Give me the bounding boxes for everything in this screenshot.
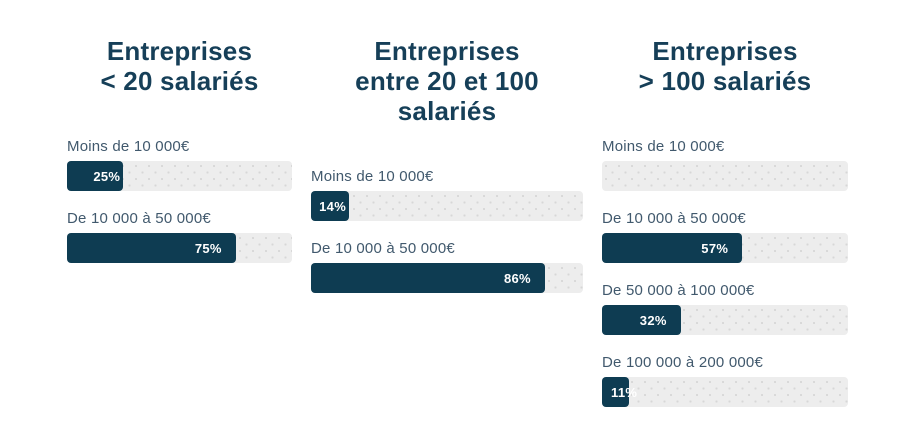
bar-chart: Moins de 10 000€ 25% De 10 000 à 50 000€… xyxy=(67,138,292,263)
bar-group: De 10 000 à 50 000€ 75% xyxy=(67,210,292,263)
bar-group: De 10 000 à 50 000€ 86% xyxy=(311,240,583,293)
bar-value-label: 25% xyxy=(93,168,121,184)
bar-value-label: 14% xyxy=(319,198,347,214)
chart-column-large-companies: Entreprises > 100 salariés Moins de 10 0… xyxy=(602,36,848,426)
bar-fill: 25% xyxy=(67,161,124,191)
chart-column-small-companies: Entreprises < 20 salariés Moins de 10 00… xyxy=(67,36,292,282)
bar-group: De 10 000 à 50 000€ 57% xyxy=(602,210,848,263)
bar-group: De 100 000 à 200 000€ 11% xyxy=(602,354,848,407)
bar-track: 11% xyxy=(602,377,848,407)
bar-label: Moins de 10 000€ xyxy=(67,138,190,155)
bar-fill: 57% xyxy=(602,233,743,263)
bar-label: Moins de 10 000€ xyxy=(602,138,725,155)
bar-chart: Moins de 10 000€ 14% De 10 000 à 50 000€… xyxy=(311,168,583,293)
bar-group: Moins de 10 000€ 14% xyxy=(311,168,583,221)
bar-label: De 10 000 à 50 000€ xyxy=(602,210,746,227)
bar-value-label: 75% xyxy=(194,240,222,256)
bar-track: 75% xyxy=(67,233,292,263)
bar-label: Moins de 10 000€ xyxy=(311,168,434,185)
bar-track: 57% xyxy=(602,233,848,263)
bar-value-label: 32% xyxy=(639,312,667,328)
bar-value-label: 86% xyxy=(503,270,531,286)
chart-title: Entreprises entre 20 et 100 salariés xyxy=(355,36,539,126)
chart-title: Entreprises < 20 salariés xyxy=(100,36,259,96)
bar-value-label: 57% xyxy=(701,240,729,256)
bar-label: De 50 000 à 100 000€ xyxy=(602,282,755,299)
chart-title: Entreprises > 100 salariés xyxy=(638,36,812,96)
bar-track: 25% xyxy=(67,161,292,191)
charts-row: Entreprises < 20 salariés Moins de 10 00… xyxy=(67,36,848,426)
bar-chart: Moins de 10 000€ De 10 000 à 50 000€ 57% xyxy=(602,138,848,407)
bar-fill: 86% xyxy=(311,263,545,293)
chart-column-medium-companies: Entreprises entre 20 et 100 salariés Moi… xyxy=(311,36,583,312)
bar-track xyxy=(602,161,848,191)
bar-fill: 14% xyxy=(311,191,350,221)
bar-track: 14% xyxy=(311,191,583,221)
bar-track: 32% xyxy=(602,305,848,335)
bar-label: De 10 000 à 50 000€ xyxy=(67,210,211,227)
bar-track: 86% xyxy=(311,263,583,293)
bar-value-label: 11% xyxy=(611,384,638,400)
bar-label: De 100 000 à 200 000€ xyxy=(602,354,764,371)
bar-group: De 50 000 à 100 000€ 32% xyxy=(602,282,848,335)
bar-group: Moins de 10 000€ 25% xyxy=(67,138,292,191)
bar-fill: 75% xyxy=(67,233,236,263)
bar-label: De 10 000 à 50 000€ xyxy=(311,240,455,257)
bar-fill: 11% xyxy=(602,377,637,407)
bar-group: Moins de 10 000€ xyxy=(602,138,848,191)
bar-fill: 32% xyxy=(602,305,681,335)
